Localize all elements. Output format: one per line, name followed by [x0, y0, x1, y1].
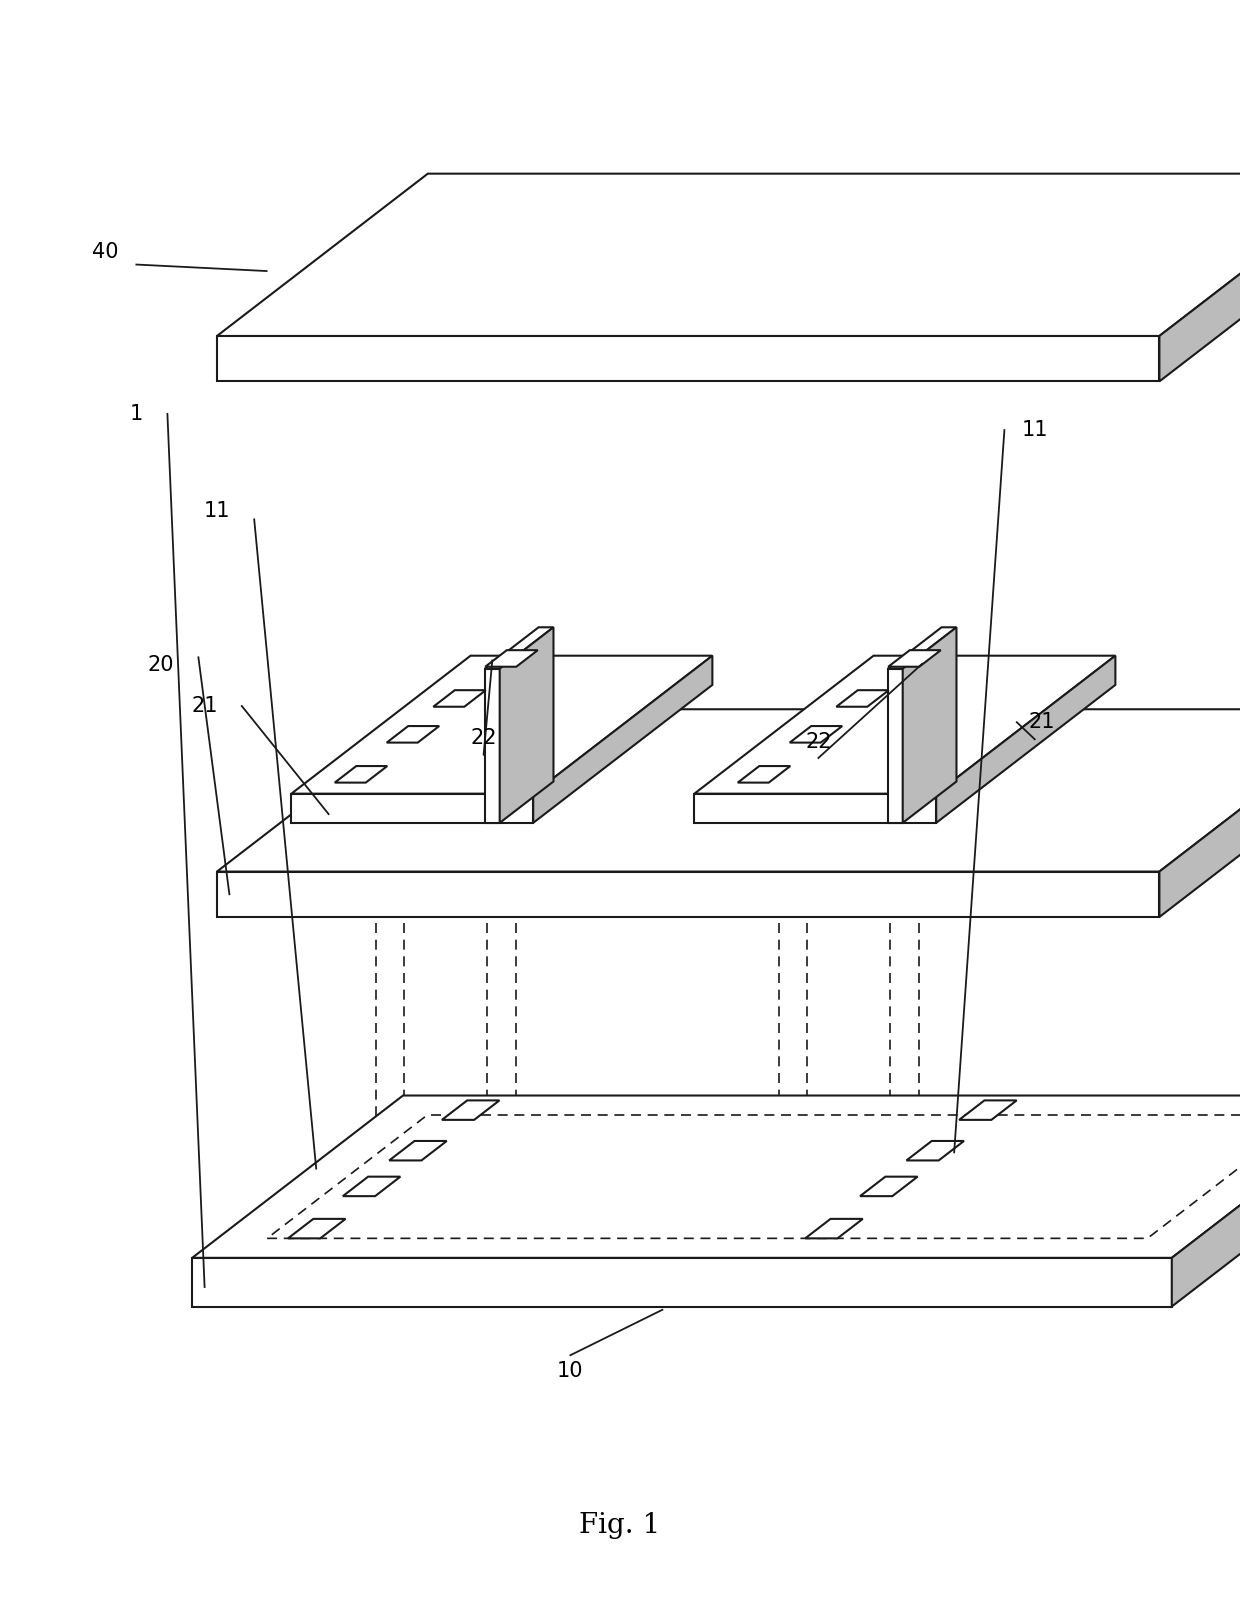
Polygon shape [836, 690, 889, 706]
Text: Fig. 1: Fig. 1 [579, 1513, 661, 1539]
Polygon shape [906, 1141, 963, 1160]
Polygon shape [335, 766, 387, 782]
Polygon shape [903, 628, 956, 823]
Text: 40: 40 [92, 242, 119, 261]
Text: 20: 20 [148, 656, 175, 675]
Polygon shape [288, 1219, 346, 1238]
Polygon shape [342, 1177, 401, 1196]
Polygon shape [433, 690, 486, 706]
Polygon shape [694, 656, 1116, 794]
Text: 22: 22 [470, 729, 497, 748]
Polygon shape [1172, 1096, 1240, 1307]
Polygon shape [485, 669, 500, 823]
Polygon shape [790, 725, 842, 743]
Text: 1: 1 [130, 404, 143, 424]
Polygon shape [192, 1258, 1172, 1307]
Polygon shape [291, 656, 712, 794]
Polygon shape [485, 628, 553, 669]
Polygon shape [960, 1100, 1017, 1120]
Text: 21: 21 [191, 696, 218, 716]
Polygon shape [500, 628, 553, 823]
Polygon shape [694, 794, 936, 823]
Text: 11: 11 [203, 502, 231, 521]
Polygon shape [441, 1100, 500, 1120]
Text: 22: 22 [805, 732, 832, 751]
Polygon shape [1159, 174, 1240, 381]
Text: 10: 10 [557, 1362, 584, 1381]
Polygon shape [861, 1177, 918, 1196]
Polygon shape [217, 174, 1240, 336]
Polygon shape [389, 1141, 446, 1160]
Text: 21: 21 [1028, 712, 1055, 732]
Polygon shape [805, 1219, 863, 1238]
Polygon shape [738, 766, 790, 782]
Polygon shape [533, 656, 712, 823]
Polygon shape [217, 709, 1240, 872]
Polygon shape [192, 1096, 1240, 1258]
Polygon shape [888, 651, 941, 667]
Polygon shape [485, 651, 538, 667]
Polygon shape [291, 794, 533, 823]
Polygon shape [217, 872, 1159, 917]
Polygon shape [387, 725, 439, 743]
Polygon shape [888, 669, 903, 823]
Polygon shape [1159, 709, 1240, 917]
Polygon shape [936, 656, 1116, 823]
Polygon shape [888, 628, 956, 669]
Text: 11: 11 [1022, 420, 1049, 440]
Polygon shape [217, 336, 1159, 381]
